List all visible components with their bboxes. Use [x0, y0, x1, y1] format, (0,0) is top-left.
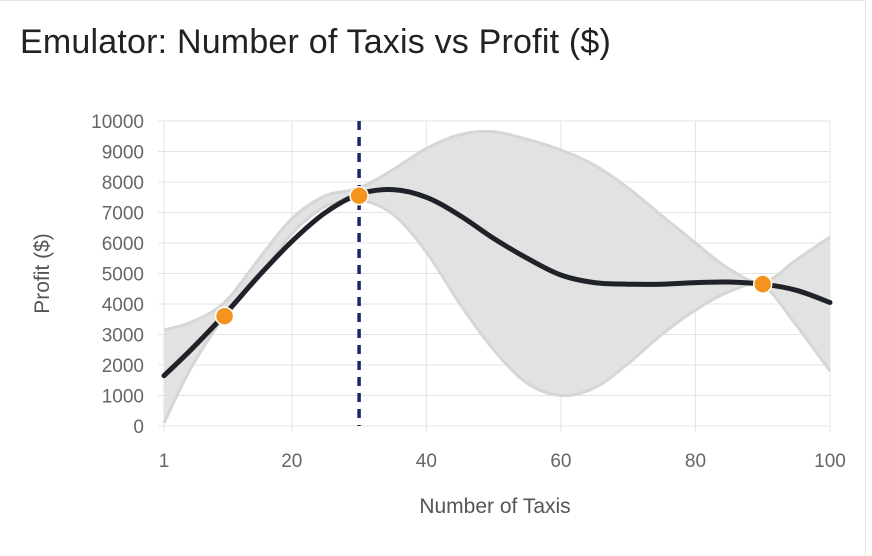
x-axis-title: Number of Taxis: [419, 495, 570, 518]
confidence-band: [164, 131, 830, 423]
y-tick-label: 7000: [102, 204, 144, 225]
y-tick-label: 2000: [102, 356, 144, 377]
x-tick-label: 60: [550, 451, 571, 472]
y-axis-title: Profit ($): [31, 233, 54, 314]
x-tick-label: 1: [159, 451, 170, 472]
x-tick-label: 20: [281, 451, 302, 472]
y-tick-label: 5000: [102, 265, 144, 286]
x-tick-label: 100: [814, 451, 846, 472]
y-tick-label: 4000: [102, 295, 144, 316]
y-tick-label: 10000: [91, 112, 144, 133]
y-tick-label: 1000: [102, 387, 144, 408]
band-upper-edge: [163, 129, 831, 332]
y-tick-label: 0: [133, 417, 144, 438]
y-tick-label: 9000: [102, 143, 144, 164]
x-tick-label: 80: [685, 451, 706, 472]
mean-line: [161, 186, 833, 379]
observation-point: [214, 306, 235, 326]
observation-point: [752, 274, 773, 294]
y-tick-label: 6000: [102, 234, 144, 255]
chart-title: Emulator: Number of Taxis vs Profit ($): [20, 23, 612, 61]
y-tick-label: 3000: [102, 326, 144, 347]
y-tick-label: 8000: [102, 173, 144, 194]
x-tick-label: 40: [416, 451, 437, 472]
observation-point: [349, 185, 369, 206]
